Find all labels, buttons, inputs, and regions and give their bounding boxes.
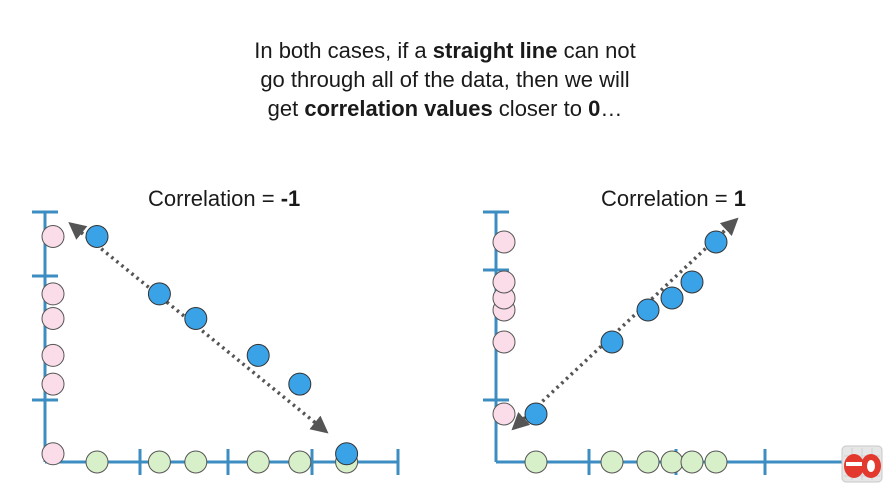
y-projection-point	[492, 402, 516, 426]
x-projection-point	[147, 450, 171, 474]
caption: In both cases, if a straight line can no…	[0, 36, 890, 123]
panel-title-left: Correlation = -1	[148, 186, 301, 211]
data-point	[147, 282, 171, 306]
data-point	[335, 442, 359, 466]
y-projection-point	[41, 282, 65, 306]
data-point	[704, 230, 728, 254]
data-point	[246, 343, 270, 367]
x-projection-point	[524, 450, 548, 474]
caption-line-2: go through all of the data, then we will	[260, 67, 630, 92]
x-projection-point	[680, 450, 704, 474]
data-point	[85, 225, 109, 248]
y-projection-point	[41, 442, 65, 466]
x-projection-point	[246, 450, 270, 474]
data-point	[288, 372, 312, 396]
y-projection-point	[41, 307, 65, 330]
caption-line-3: get correlation values closer to 0…	[267, 96, 623, 121]
data-point	[636, 298, 660, 322]
x-projection-point	[600, 450, 624, 474]
x-projection-point	[85, 450, 109, 474]
data-point	[680, 270, 704, 294]
y-projection-point	[492, 230, 516, 254]
data-point	[600, 330, 624, 354]
panel-title-right: Correlation = 1	[601, 186, 746, 211]
data-point	[524, 402, 548, 426]
y-projection-point	[41, 343, 65, 367]
x-projection-point	[184, 450, 208, 474]
x-projection-point	[704, 450, 728, 474]
caption-line-1: In both cases, if a straight line can no…	[254, 38, 636, 63]
data-point	[184, 307, 208, 330]
x-projection-point	[660, 450, 684, 474]
y-projection-point	[41, 372, 65, 396]
plot-left	[32, 210, 400, 475]
data-point	[660, 286, 684, 310]
x-projection-point	[636, 450, 660, 474]
y-projection-point	[492, 270, 516, 294]
y-projection-point	[492, 330, 516, 354]
y-projection-point	[41, 225, 65, 248]
trend-arrow	[511, 217, 739, 431]
statquest-logo	[838, 442, 886, 486]
x-projection-point	[288, 450, 312, 474]
plot-right	[483, 210, 852, 475]
